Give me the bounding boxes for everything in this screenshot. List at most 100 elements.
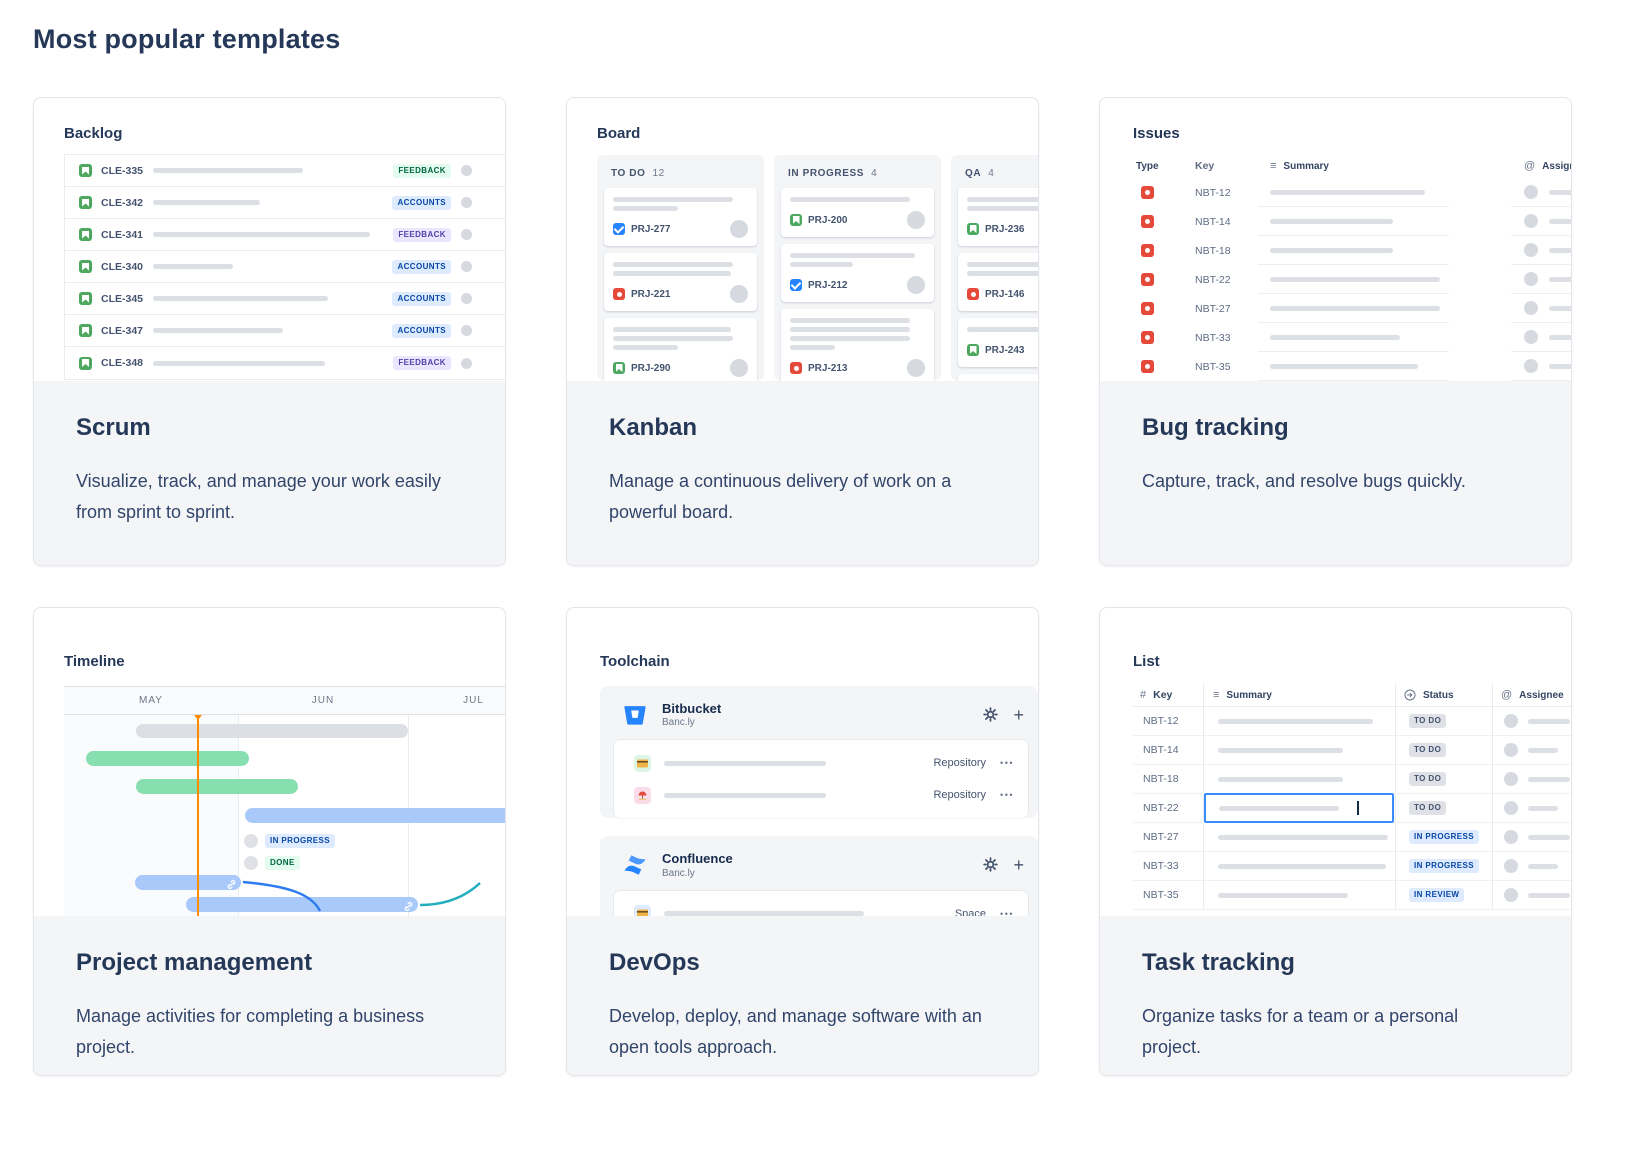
story-icon: [79, 356, 92, 370]
issue-key: PRJ-200: [808, 214, 848, 226]
summary-bar: [1219, 805, 1339, 811]
issue-key: CLE-335: [101, 164, 144, 177]
issues-table: Type Key ≡Summary @Assignee NBT-12 NBT-1…: [1136, 154, 1571, 381]
label-badge: FEEDBACK: [393, 163, 451, 178]
table-header: # Key ≡ Summary Status @ Assignee: [1133, 684, 1571, 707]
status-badge: TO DO: [1409, 801, 1447, 815]
page-title: Most popular templates: [33, 24, 341, 54]
avatar: [907, 359, 925, 377]
credit-card-emoji-icon: [634, 905, 651, 916]
avatar: [461, 165, 472, 176]
template-card-task-tracking[interactable]: List # Key ≡ Summary Status @ Assignee NBT-…: [1099, 607, 1572, 1076]
assignee-icon: @: [1524, 160, 1536, 172]
status-badge: TO DO: [1409, 743, 1447, 757]
issue-key: PRJ-236: [985, 223, 1025, 235]
label-badge: ACCOUNTS: [392, 259, 451, 274]
avatar: [1524, 330, 1538, 344]
story-icon: [79, 292, 92, 305]
list-row: NBT-12 TO DO: [1133, 707, 1571, 736]
summary-bar: [1270, 189, 1425, 195]
table-header: Type Key ≡Summary @Assignee: [1136, 154, 1571, 178]
status-icon: [1404, 689, 1416, 701]
issue-key: PRJ-146: [985, 288, 1025, 300]
assignee-bar: [1528, 863, 1558, 869]
credit-card-emoji-icon: [634, 754, 651, 772]
app-name: Confluence: [662, 851, 733, 867]
board-card: PRJ-221: [604, 253, 757, 311]
month-label: JUN: [311, 695, 335, 706]
template-card-bug-tracking[interactable]: Issues Type Key ≡Summary @Assignee NBT-1…: [1099, 97, 1572, 566]
assignee-bar: [1528, 834, 1570, 840]
backlog-row: CLE-345 ACCOUNTS: [65, 283, 505, 315]
hash-icon: #: [1140, 689, 1147, 701]
gantt-bar-blue: [245, 808, 505, 823]
assignee-icon: @: [1501, 689, 1513, 701]
list-row: NBT-27 IN PROGRESS: [1133, 823, 1571, 852]
label-badge: ACCOUNTS: [392, 291, 451, 306]
gantt-bar-blue: [186, 897, 418, 912]
summary-edit-cell[interactable]: [1204, 793, 1394, 823]
preview-title: Issues: [1133, 125, 1180, 142]
kanban-board: TO DO 12 PRJ-277 PRJ-221 PRJ-290: [597, 155, 1038, 381]
list-row: NBT-18 TO DO: [1133, 765, 1571, 794]
status-badge: IN PROGRESS: [1409, 830, 1479, 844]
template-info: Kanban Manage a continuous delivery of w…: [567, 381, 1038, 565]
assignee-bar: [1549, 276, 1571, 282]
app-org: Banc.ly: [662, 717, 695, 729]
issue-key: NBT-14: [1133, 736, 1203, 765]
app-name: Bitbucket: [662, 701, 722, 716]
backlog-table: CLE-335 FEEDBACK CLE-342 ACCOUNTS CLE-34…: [64, 154, 505, 380]
column-header: TO DO 12: [611, 168, 665, 179]
plus-icon: +: [1013, 854, 1024, 875]
template-card-devops[interactable]: Toolchain Bitbucket Banc.ly +: [566, 607, 1039, 1076]
preview-board: Board TO DO 12 PRJ-277 PRJ-221 PRJ-290: [567, 98, 1038, 381]
template-description: Manage a continuous delivery of work on …: [609, 471, 952, 522]
issue-key: CLE-347: [101, 324, 144, 337]
preview-title: Toolchain: [600, 653, 670, 670]
template-grid: Backlog CLE-335 FEEDBACK CLE-342 ACCOUNT…: [33, 97, 1630, 1076]
template-card-scrum[interactable]: Backlog CLE-335 FEEDBACK CLE-342 ACCOUNT…: [33, 97, 506, 566]
status-badge: IN PROGRESS: [265, 834, 335, 848]
story-icon: [79, 228, 92, 241]
bug-icon: [613, 288, 625, 300]
template-info: Project management Manage activities for…: [34, 916, 505, 1075]
gantt-bar-blue: [135, 875, 241, 890]
timeline-body: IN PROGRESS DONE: [64, 715, 505, 916]
issue-key: NBT-18: [1133, 765, 1203, 794]
issue-key: NBT-18: [1195, 244, 1231, 257]
task-icon: [790, 279, 802, 291]
more-icon: •••: [1000, 790, 1014, 801]
repository-row: Repository •••: [634, 747, 1014, 779]
summary-bar: [1270, 305, 1440, 311]
story-icon: [967, 344, 979, 356]
template-title: Kanban: [609, 414, 698, 441]
plus-icon: +: [1013, 704, 1024, 725]
board-column-qa: QA 4 PRJ-236 PRJ-146 PRJ-243: [951, 155, 1038, 381]
toolchain-panel: Repository ••• Repository •••: [614, 740, 1028, 819]
column-summary: ≡ Summary: [1270, 160, 1329, 172]
avatar: [907, 276, 925, 294]
story-icon: [790, 214, 802, 226]
avatar: [1524, 185, 1538, 199]
issue-row: NBT-27: [1136, 294, 1571, 323]
avatar: [1504, 801, 1518, 815]
template-card-kanban[interactable]: Board TO DO 12 PRJ-277 PRJ-221 PRJ-290: [566, 97, 1039, 566]
avatar: [461, 229, 472, 240]
summary-bar: [1218, 718, 1373, 724]
column-count: 4: [988, 168, 995, 179]
avatar: [1504, 830, 1518, 844]
template-title: Scrum: [76, 414, 151, 441]
assignee-bar: [1528, 892, 1570, 898]
summary-bar: [1218, 892, 1348, 898]
label-badge: FEEDBACK: [393, 227, 451, 242]
space-row: Space •••: [634, 898, 1014, 916]
template-card-project-management[interactable]: Timeline MAY JUN JUL IN: [33, 607, 506, 1076]
issue-row: NBT-14: [1136, 207, 1571, 236]
issue-key: NBT-35: [1133, 881, 1203, 910]
summary-icon: ≡: [1213, 689, 1220, 701]
board-card: PRJ-236: [958, 188, 1038, 246]
issue-row: NBT-33: [1136, 323, 1571, 352]
template-title: Task tracking: [1142, 949, 1295, 976]
toolchain-section-bitbucket: Bitbucket Banc.ly + Repository •••: [600, 686, 1038, 819]
summary-bar: [1270, 218, 1393, 224]
